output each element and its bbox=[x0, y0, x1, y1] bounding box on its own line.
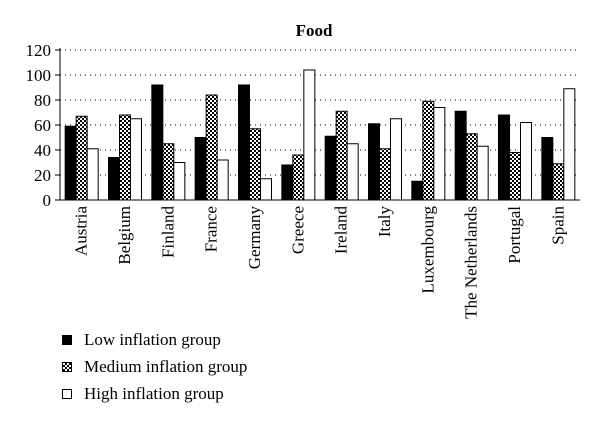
bar-belgium-solid bbox=[108, 157, 120, 201]
bar-finland-solid bbox=[151, 84, 164, 201]
legend-swatch-low bbox=[62, 334, 72, 345]
y-tick-label-0: 0 bbox=[43, 191, 52, 210]
bar-finland-checker bbox=[162, 143, 175, 201]
legend-label-low: Low inflation group bbox=[84, 329, 221, 349]
legend: Low inflation group Medium inflation gro… bbox=[62, 326, 247, 407]
bar-spain-hollow bbox=[563, 88, 576, 201]
y-axis-ticks: 0 20 40 60 80 100 120 bbox=[26, 41, 60, 210]
x-label-luxembourg: Luxembourg bbox=[418, 206, 437, 294]
bar-portugal-checker bbox=[509, 152, 521, 201]
legend-item-low: Low inflation group bbox=[62, 326, 247, 353]
bar-spain-checker bbox=[552, 163, 565, 201]
y-tick-label-120: 120 bbox=[26, 41, 52, 60]
bar-france-hollow bbox=[216, 159, 229, 201]
bar-the-netherlands-hollow bbox=[476, 145, 489, 201]
x-label-france: France bbox=[202, 206, 221, 252]
bar-greece-checker bbox=[292, 154, 305, 201]
bar-ireland-checker bbox=[335, 110, 348, 201]
y-tick-label-20: 20 bbox=[34, 166, 51, 185]
bar-the-netherlands-checker bbox=[465, 133, 478, 201]
bar-ireland-solid bbox=[324, 135, 337, 201]
x-axis-labels: Austria Belgium Finland France Germany Greece… bbox=[72, 206, 568, 319]
bar-portugal-solid bbox=[498, 114, 510, 201]
legend-item-high: High inflation group bbox=[62, 380, 247, 407]
axes bbox=[59, 48, 580, 201]
x-label-the-netherlands: The Netherlands bbox=[462, 206, 481, 319]
x-label-germany: Germany bbox=[245, 206, 264, 270]
y-tick-label-60: 60 bbox=[34, 116, 51, 135]
bar-germany-solid bbox=[238, 84, 250, 201]
bar-belgium-checker bbox=[119, 114, 131, 201]
bar-the-netherlands-solid bbox=[454, 110, 467, 201]
bar-finland-hollow bbox=[173, 162, 186, 201]
x-label-spain: Spain bbox=[548, 206, 567, 245]
bar-luxembourg-hollow bbox=[433, 107, 446, 201]
x-label-belgium: Belgium bbox=[115, 206, 134, 265]
bar-germany-hollow bbox=[260, 178, 272, 201]
bars bbox=[64, 69, 576, 201]
bar-italy-hollow bbox=[390, 118, 402, 201]
x-label-finland: Finland bbox=[158, 206, 177, 258]
bar-austria-hollow bbox=[86, 148, 99, 201]
legend-swatch-medium bbox=[62, 361, 72, 372]
bar-austria-solid bbox=[64, 125, 77, 201]
bar-greece-solid bbox=[281, 164, 294, 201]
bar-italy-solid bbox=[368, 123, 380, 201]
bar-italy-checker bbox=[379, 148, 391, 201]
bar-greece-hollow bbox=[303, 69, 316, 201]
legend-label-high: High inflation group bbox=[84, 383, 224, 403]
x-label-portugal: Portugal bbox=[505, 206, 524, 264]
legend-item-medium: Medium inflation group bbox=[62, 353, 247, 380]
x-label-austria: Austria bbox=[72, 206, 91, 257]
x-label-greece: Greece bbox=[288, 206, 307, 254]
y-tick-label-100: 100 bbox=[26, 66, 52, 85]
x-label-italy: Italy bbox=[375, 206, 394, 238]
bar-belgium-hollow bbox=[130, 118, 142, 201]
bar-germany-checker bbox=[249, 128, 261, 201]
bar-france-solid bbox=[194, 137, 207, 201]
x-label-ireland: Ireland bbox=[332, 206, 351, 255]
grid-lines bbox=[60, 49, 580, 176]
bar-portugal-hollow bbox=[520, 122, 532, 201]
y-tick-label-80: 80 bbox=[34, 91, 51, 110]
bar-austria-checker bbox=[75, 115, 88, 201]
legend-label-medium: Medium inflation group bbox=[84, 356, 248, 376]
bar-chart: Food 0 20 40 60 80 100 120 Austria Belgium Finla… bbox=[26, 21, 580, 319]
bar-luxembourg-checker bbox=[422, 100, 435, 201]
bar-luxembourg-solid bbox=[411, 180, 424, 201]
bar-spain-solid bbox=[541, 137, 554, 201]
legend-swatch-high bbox=[62, 388, 72, 399]
bar-ireland-hollow bbox=[346, 143, 359, 201]
chart-title: Food bbox=[296, 21, 333, 40]
y-tick-label-40: 40 bbox=[34, 141, 51, 160]
bar-france-checker bbox=[205, 94, 218, 201]
